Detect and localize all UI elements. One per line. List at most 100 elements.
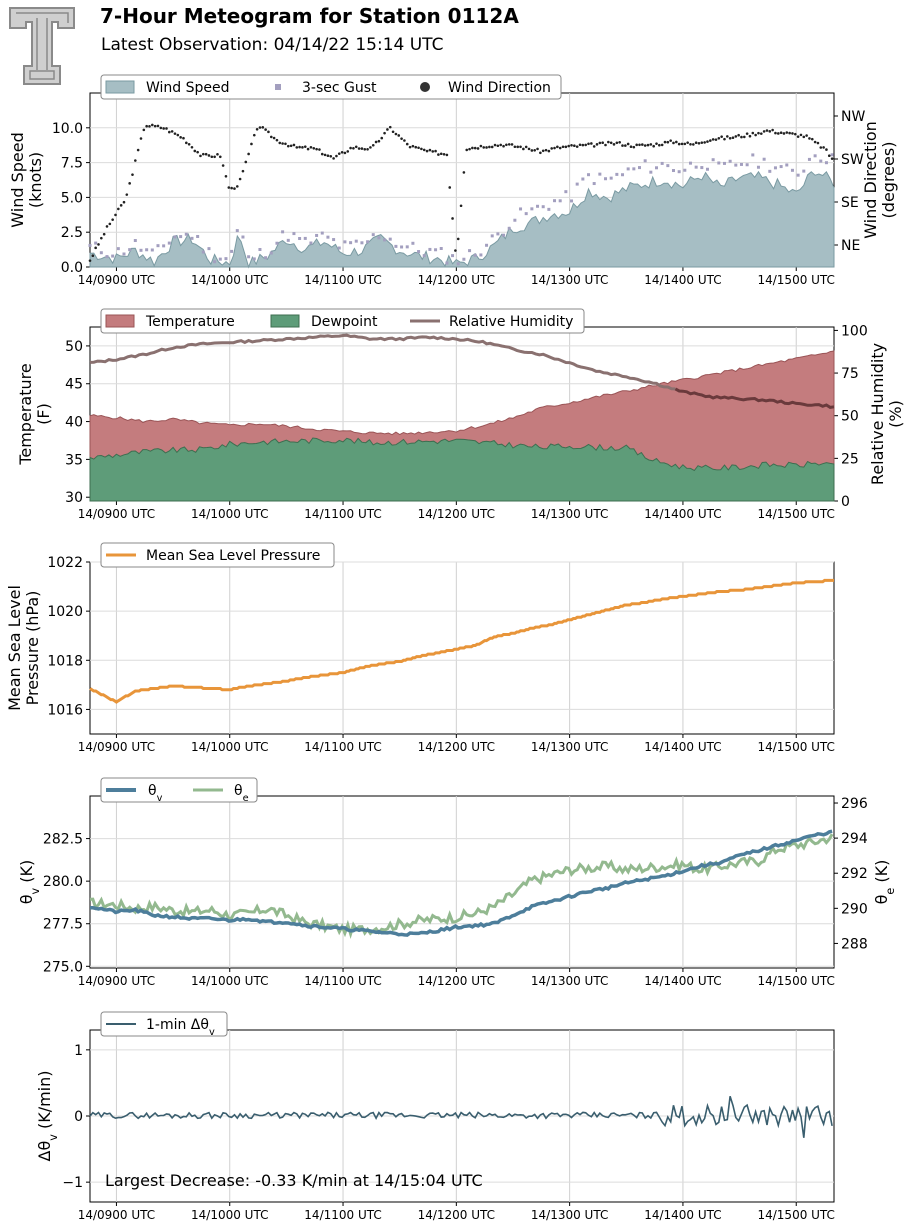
gust-point: [547, 207, 551, 211]
thermo-panel-ytick-label: 30: [65, 490, 83, 506]
wind-direction-point: [808, 137, 811, 140]
wind-direction-point: [403, 139, 406, 142]
wind-panel-legend-box: [100, 74, 562, 100]
theta-panel-y2tick-label: 290: [841, 901, 868, 917]
wind-direction-point: [726, 135, 729, 138]
wind-direction-point: [162, 127, 165, 130]
gust-point: [654, 166, 658, 170]
wind-direction-point: [411, 144, 415, 148]
wind-panel-xtick-label: 14/1400 UTC: [644, 273, 721, 287]
delta-theta-line: [89, 1095, 833, 1138]
wind-direction-point: [465, 148, 469, 152]
wind-direction-point: [544, 148, 548, 152]
gust-point: [711, 158, 715, 162]
wind-direction-point: [703, 141, 706, 144]
gust-point: [553, 199, 557, 203]
thermo-panel-y2tick-label: 100: [841, 323, 868, 339]
wind-direction-point: [768, 130, 772, 133]
wind-direction-point: [320, 152, 324, 156]
wind-direction-point: [805, 134, 808, 137]
wind-direction-point: [185, 141, 188, 145]
gust-point: [451, 254, 455, 258]
gust-point: [145, 248, 149, 252]
wind-direction-point: [757, 131, 760, 135]
gust-point: [609, 176, 613, 180]
wind-direction-point: [448, 186, 452, 189]
pressure-panel-legend-box: [100, 542, 335, 568]
wind-direction-point: [522, 147, 525, 151]
wind-direction-point: [366, 147, 369, 151]
gust-point: [383, 238, 387, 242]
wind-direction-point: [830, 157, 834, 160]
wind-direction-point: [553, 146, 556, 150]
gust-point: [813, 154, 817, 158]
gust-point: [604, 177, 608, 181]
wind-direction-point: [363, 147, 367, 151]
dtheta-panel-xtick-label: 14/1000 UTC: [191, 1208, 268, 1222]
wind-direction-point: [182, 136, 185, 140]
gust-point: [502, 233, 506, 237]
wind-direction-point: [660, 143, 664, 147]
gust-point: [264, 256, 268, 260]
wind-direction-point: [100, 236, 103, 240]
gust-point: [337, 246, 341, 250]
gust-point: [468, 249, 472, 253]
theta-panel-xtick-label: 14/1400 UTC: [644, 974, 721, 988]
gust-point: [388, 237, 392, 241]
gust-point: [354, 239, 358, 243]
gust-point: [694, 165, 698, 169]
gust-point: [99, 251, 103, 255]
thermo-panel-legend-swatch: [270, 314, 300, 328]
wind-direction-point: [581, 143, 585, 147]
wind-direction-point: [490, 145, 494, 149]
wind-direction-point: [428, 148, 432, 152]
wind-direction-point: [584, 143, 587, 147]
wind-direction-point: [714, 138, 718, 141]
wind-direction-point: [709, 139, 712, 142]
gust-point: [184, 232, 188, 236]
wind-direction-point: [241, 169, 245, 173]
pressure-panel-ylabel-line: Mean Sea Level: [5, 585, 24, 711]
wind-direction-point: [669, 139, 672, 142]
wind-panel-ylabel-line: (knots): [26, 152, 45, 208]
wind-direction-point: [405, 142, 409, 146]
wind-direction-point: [233, 187, 236, 190]
wind-direction-point: [677, 142, 681, 146]
wind-direction-point: [414, 145, 418, 149]
wind-direction-point: [754, 133, 757, 137]
gust-point: [201, 250, 205, 254]
wind-direction-point: [145, 124, 148, 128]
pressure-panel-xtick-label: 14/1200 UTC: [418, 740, 495, 754]
pressure-panel-xtick-label: 14/1300 UTC: [531, 740, 608, 754]
wind-direction-point: [782, 132, 786, 135]
wind-direction-point: [275, 138, 279, 142]
gust-point: [581, 177, 585, 181]
wind-direction-point: [479, 144, 483, 148]
gust-point: [530, 207, 534, 211]
thermo-panel-ytick-label: 35: [65, 452, 83, 468]
wind-panel-ytick-label: 2.5: [61, 225, 83, 241]
gust-point: [802, 169, 806, 173]
theta-panel-xtick-label: 14/1500 UTC: [757, 974, 834, 988]
wind-direction-point: [675, 140, 678, 144]
wind-direction-point: [737, 133, 740, 137]
wind-direction-point: [692, 143, 695, 146]
gust-point: [558, 199, 562, 203]
wind-direction-point: [643, 144, 647, 147]
wind-direction-point: [485, 146, 488, 149]
gust-point: [428, 247, 432, 251]
gust-point: [490, 234, 494, 238]
wind-direction-point: [488, 145, 491, 149]
thermo-panel-ylabel: Temperature (F): [16, 363, 53, 465]
wind-direction-point: [340, 150, 344, 154]
wind-direction-point: [111, 218, 114, 221]
gust-point: [734, 163, 738, 167]
wind-direction-point: [400, 137, 403, 140]
wind-panel-xtick-label: 14/1000 UTC: [191, 273, 268, 287]
wind-direction-point: [697, 142, 701, 145]
gust-point: [796, 173, 800, 177]
wind-direction-point: [213, 155, 216, 159]
gust-point: [790, 168, 794, 172]
gust-point: [434, 248, 438, 252]
